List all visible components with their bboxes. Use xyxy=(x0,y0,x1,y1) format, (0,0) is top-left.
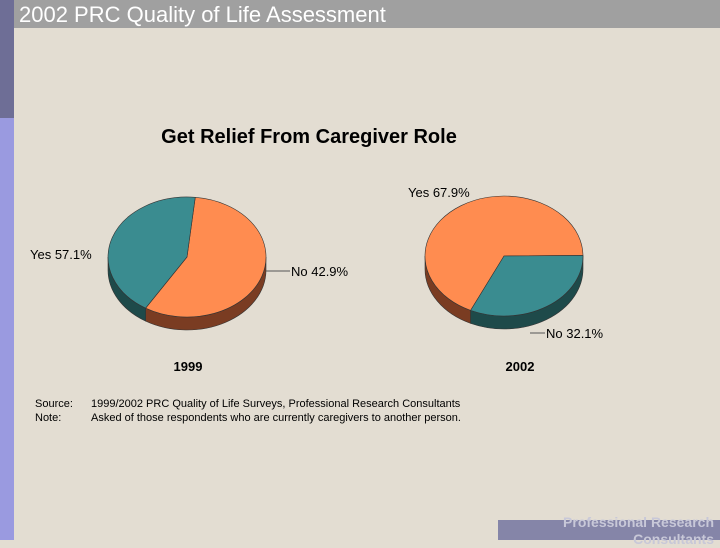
year-label-2002: 2002 xyxy=(506,359,535,374)
note-label: Note: xyxy=(35,412,61,424)
source-label: Source: xyxy=(35,398,73,410)
page-title: 2002 PRC Quality of Life Assessment xyxy=(19,2,386,27)
pie-slice-no xyxy=(470,255,584,317)
footer-bar xyxy=(498,520,720,540)
footer-branding: Professional Research Consultants xyxy=(563,514,714,547)
sidebar-strip xyxy=(0,0,14,540)
label-2002-no: No 32.1% xyxy=(546,326,604,341)
pie-1999 xyxy=(107,196,267,331)
pie-slice-no xyxy=(107,196,196,309)
pie-slice-yes xyxy=(424,195,584,311)
label-1999-yes: Yes 57.1% xyxy=(30,247,92,262)
header-bar: 2002 PRC Quality of Life Assessment xyxy=(0,0,720,28)
label-2002-yes: Yes 67.9% xyxy=(408,185,470,200)
sidebar-accent xyxy=(0,0,14,118)
pie-2002 xyxy=(424,195,584,330)
pie-slice-yes xyxy=(145,197,267,318)
label-1999-no: No 42.9% xyxy=(291,264,349,279)
year-label-1999: 1999 xyxy=(174,359,203,374)
source-text: 1999/2002 PRC Quality of Life Surveys, P… xyxy=(91,398,461,410)
chart-title: Get Relief From Caregiver Role xyxy=(161,126,457,148)
note-text: Asked of those respondents who are curre… xyxy=(91,412,461,424)
